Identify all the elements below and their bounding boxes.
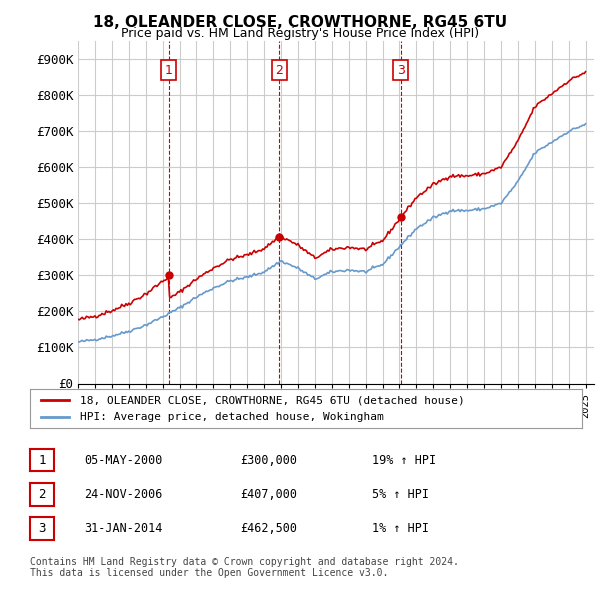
- Text: Contains HM Land Registry data © Crown copyright and database right 2024.
This d: Contains HM Land Registry data © Crown c…: [30, 556, 459, 578]
- Text: 3: 3: [397, 64, 405, 77]
- Text: 24-NOV-2006: 24-NOV-2006: [84, 488, 163, 501]
- Text: 1% ↑ HPI: 1% ↑ HPI: [372, 522, 429, 535]
- Text: 18, OLEANDER CLOSE, CROWTHORNE, RG45 6TU: 18, OLEANDER CLOSE, CROWTHORNE, RG45 6TU: [93, 15, 507, 30]
- Text: £462,500: £462,500: [240, 522, 297, 535]
- Text: 2: 2: [275, 64, 283, 77]
- Text: 3: 3: [38, 522, 46, 535]
- Text: Price paid vs. HM Land Registry's House Price Index (HPI): Price paid vs. HM Land Registry's House …: [121, 27, 479, 40]
- Text: 18, OLEANDER CLOSE, CROWTHORNE, RG45 6TU (detached house): 18, OLEANDER CLOSE, CROWTHORNE, RG45 6TU…: [80, 395, 464, 405]
- Text: 31-JAN-2014: 31-JAN-2014: [84, 522, 163, 535]
- Text: 1: 1: [38, 454, 46, 467]
- Text: £300,000: £300,000: [240, 454, 297, 467]
- Text: 2: 2: [38, 488, 46, 501]
- Text: 5% ↑ HPI: 5% ↑ HPI: [372, 488, 429, 501]
- Text: £407,000: £407,000: [240, 488, 297, 501]
- Text: 1: 1: [164, 64, 172, 77]
- Text: 05-MAY-2000: 05-MAY-2000: [84, 454, 163, 467]
- Text: 19% ↑ HPI: 19% ↑ HPI: [372, 454, 436, 467]
- Text: HPI: Average price, detached house, Wokingham: HPI: Average price, detached house, Woki…: [80, 412, 383, 422]
